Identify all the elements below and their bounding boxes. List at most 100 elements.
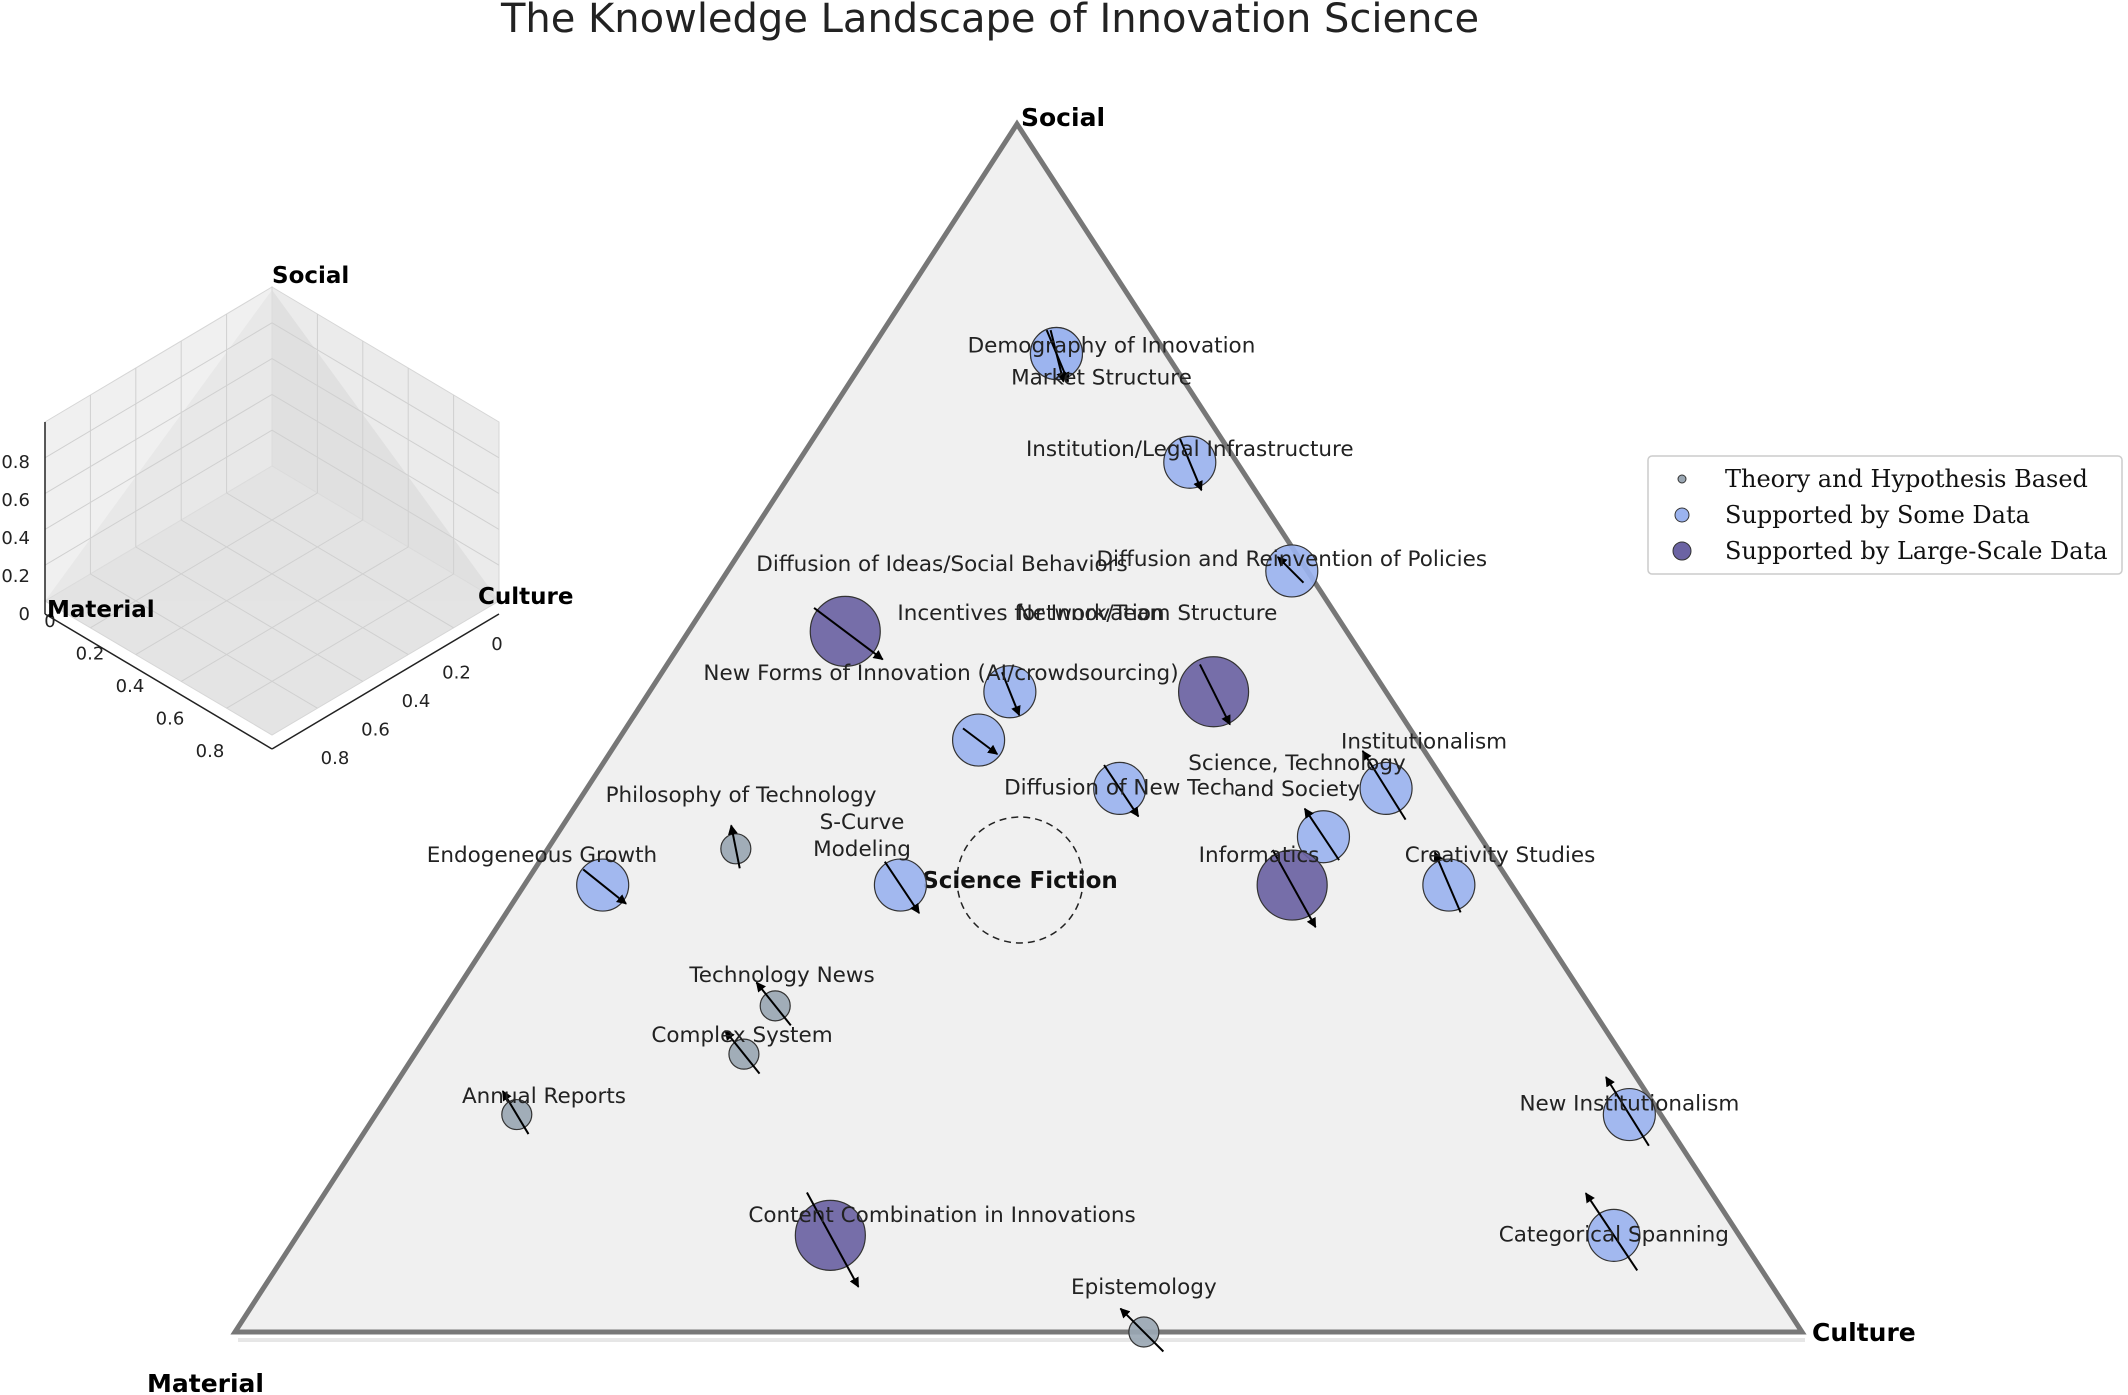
inset-grid <box>44 314 500 709</box>
labels-layer: Demography of Innovation Market Structure… <box>427 334 1739 1300</box>
arrow-institution-legal-infrastructure <box>1179 438 1203 492</box>
inset-y-tick-0.4: 0.4 <box>402 691 431 712</box>
inset-simplex-surface <box>45 290 499 601</box>
arrow-diffusion-of-ideas-social-behaviors <box>813 607 884 661</box>
label-philosophy-of-technology: Philosophy of Technology <box>606 783 877 808</box>
label-institution-legal-infrastructure: Institution/Legal Infrastructure <box>1026 437 1354 462</box>
label-s-curve-modeling-line-1: S-Curve <box>820 810 905 835</box>
inset-gridline <box>226 573 454 709</box>
label-new-forms-of-innovation-ai-crowdsourcing: New Forms of Innovation (AI/crowdsourcin… <box>703 661 1178 686</box>
label-network-team-structure: Network/Team Structure <box>1017 601 1278 626</box>
inset-x-tick-0.2: 0.2 <box>76 644 105 665</box>
corner-label-culture: Culture <box>1812 1318 1916 1347</box>
legend-label-theory: Theory and Hypothesis Based <box>1725 465 2088 493</box>
label-categorical-spanning: Categorical Spanning <box>1499 1222 1729 1247</box>
legend-marker-theory <box>1677 474 1687 484</box>
inset-gridline <box>271 429 500 566</box>
inset-gridline <box>271 393 500 530</box>
label-technology-news: Technology News <box>688 963 874 988</box>
arrow-new-forms-of-innovation-ai-crowdsourcing <box>962 727 999 755</box>
corner-label-material: Material <box>147 1369 264 1395</box>
label-complex-system: Complex System <box>651 1023 832 1048</box>
arrow-diffusion-of-new-tech <box>1103 764 1140 818</box>
inset-y-tick-0: 0 <box>491 634 502 655</box>
inset-gridline <box>44 393 273 530</box>
label-s-curve-modeling-line-2: Modeling <box>813 837 911 862</box>
label-demography-of-innovation: Demography of Innovation <box>968 334 1256 359</box>
inset-gridline <box>44 429 273 566</box>
arrow-technology-news <box>755 981 792 1026</box>
arrow-epistemology <box>1119 1307 1165 1353</box>
inset-simplex-shadow <box>272 290 499 601</box>
inset-y-tick-0.8: 0.8 <box>321 748 350 769</box>
inset-z-tick-0.2: 0.2 <box>1 566 30 587</box>
label-new-institutionalism: New Institutionalism <box>1519 1092 1739 1117</box>
arrow-science-technology-and-society <box>1303 807 1340 861</box>
inset-gridline <box>226 492 454 629</box>
arrow-endogeneous-growth <box>582 868 627 905</box>
arrow-philosophy-of-technology <box>728 824 741 869</box>
label-diffusion-of-new-tech: Diffusion of New Tech <box>1004 775 1235 800</box>
label-diffusion-of-ideas-social-behaviors: Diffusion of Ideas/Social Behaviors <box>756 552 1127 577</box>
label-market-structure: Market Structure <box>1011 366 1192 391</box>
inset-z-tick-0.8: 0.8 <box>1 452 30 473</box>
legend: Theory and Hypothesis Based Supported by… <box>1647 455 2123 575</box>
legend-label-some: Supported by Some Data <box>1725 501 2030 529</box>
arrow-categorical-spanning <box>1584 1192 1639 1272</box>
label-annual-reports: Annual Reports <box>462 1084 626 1109</box>
inset-axis-label-culture: Culture <box>478 584 573 610</box>
legend-marker-large <box>1672 541 1692 561</box>
legend-marker-some <box>1674 507 1690 523</box>
arrow-content-combination-in-innovations <box>806 1191 860 1288</box>
arrows-layer <box>501 329 1650 1353</box>
inset-z-tick-0: 0 <box>19 604 30 625</box>
inset-y-tick-0.6: 0.6 <box>361 720 390 741</box>
inset-x-tick-0.6: 0.6 <box>156 709 185 730</box>
science-fiction-region <box>956 816 1084 944</box>
ternary-shadow <box>238 1338 1805 1342</box>
chart-title: The Knowledge Landscape of Innovation Sc… <box>500 0 1479 42</box>
corner-label-social: Social <box>1021 103 1105 132</box>
label-diffusion-and-reinvention-of-policies: Diffusion and Reinvention of Policies <box>1097 547 1488 572</box>
label-incentives-for-innovation: Incentives for Innovation <box>897 601 1164 626</box>
arrow-new-institutionalism <box>1605 1076 1650 1147</box>
arrow-annual-reports <box>501 1090 530 1135</box>
inset-x-tick-0.4: 0.4 <box>116 676 145 697</box>
legend-frame <box>1647 455 2123 575</box>
inset-x-axis-line <box>44 613 273 750</box>
label-endogeneous-growth: Endogeneous Growth <box>427 843 657 868</box>
inset-3d-axes: 00.20.40.60.800.20.40.60.800.20.40.60.8 … <box>1 263 573 769</box>
arrow-creativity-studies <box>1433 851 1462 913</box>
inset-gridline <box>180 519 409 656</box>
arrow-diffusion-and-reinvention-of-policies <box>1277 556 1305 584</box>
label-creativity-studies: Creativity Studies <box>1405 843 1596 868</box>
inset-gridline <box>90 573 318 709</box>
inset-y-tick-0.2: 0.2 <box>442 663 471 684</box>
inset-gridline <box>44 322 273 459</box>
inset-y-axis-line <box>271 613 500 750</box>
ternary-triangle <box>230 119 1807 1335</box>
label-science-technology-and-society-line-2: and Society <box>1234 777 1361 802</box>
label-informatics: Informatics <box>1199 843 1320 868</box>
inset-ticks: 0 0.2 0.4 0.6 0.8 0 0.2 0.4 0.6 0.8 0 0.2 0.4 0.6 0.8 <box>1 452 502 769</box>
ternary-plot: Science Fiction Demography of Innovation… <box>147 103 1916 1395</box>
inset-x-tick-0.8: 0.8 <box>196 741 225 762</box>
science-fiction-label: Science Fiction <box>922 868 1118 894</box>
arrow-market-structure <box>1045 329 1070 383</box>
inset-x-tick-0: 0 <box>44 611 55 632</box>
arrow-complex-system <box>724 1029 761 1075</box>
inset-gridline <box>135 519 364 656</box>
inset-gridline <box>271 322 500 459</box>
inset-gridline <box>271 358 500 495</box>
arrow-network-team-structure <box>1199 664 1231 726</box>
inset-axis-label-social: Social <box>272 263 349 289</box>
arrow-institutionalism <box>1361 750 1407 821</box>
inset-z-tick-0.6: 0.6 <box>1 490 30 511</box>
label-epistemology: Epistemology <box>1071 1275 1217 1300</box>
inset-gridline <box>135 546 364 682</box>
inset-z-tick-0.4: 0.4 <box>1 528 30 549</box>
legend-label-large: Supported by Large-Scale Data <box>1725 537 2108 565</box>
arrow-informatics <box>1271 849 1317 929</box>
inset-axis-label-material: Material <box>47 597 155 623</box>
